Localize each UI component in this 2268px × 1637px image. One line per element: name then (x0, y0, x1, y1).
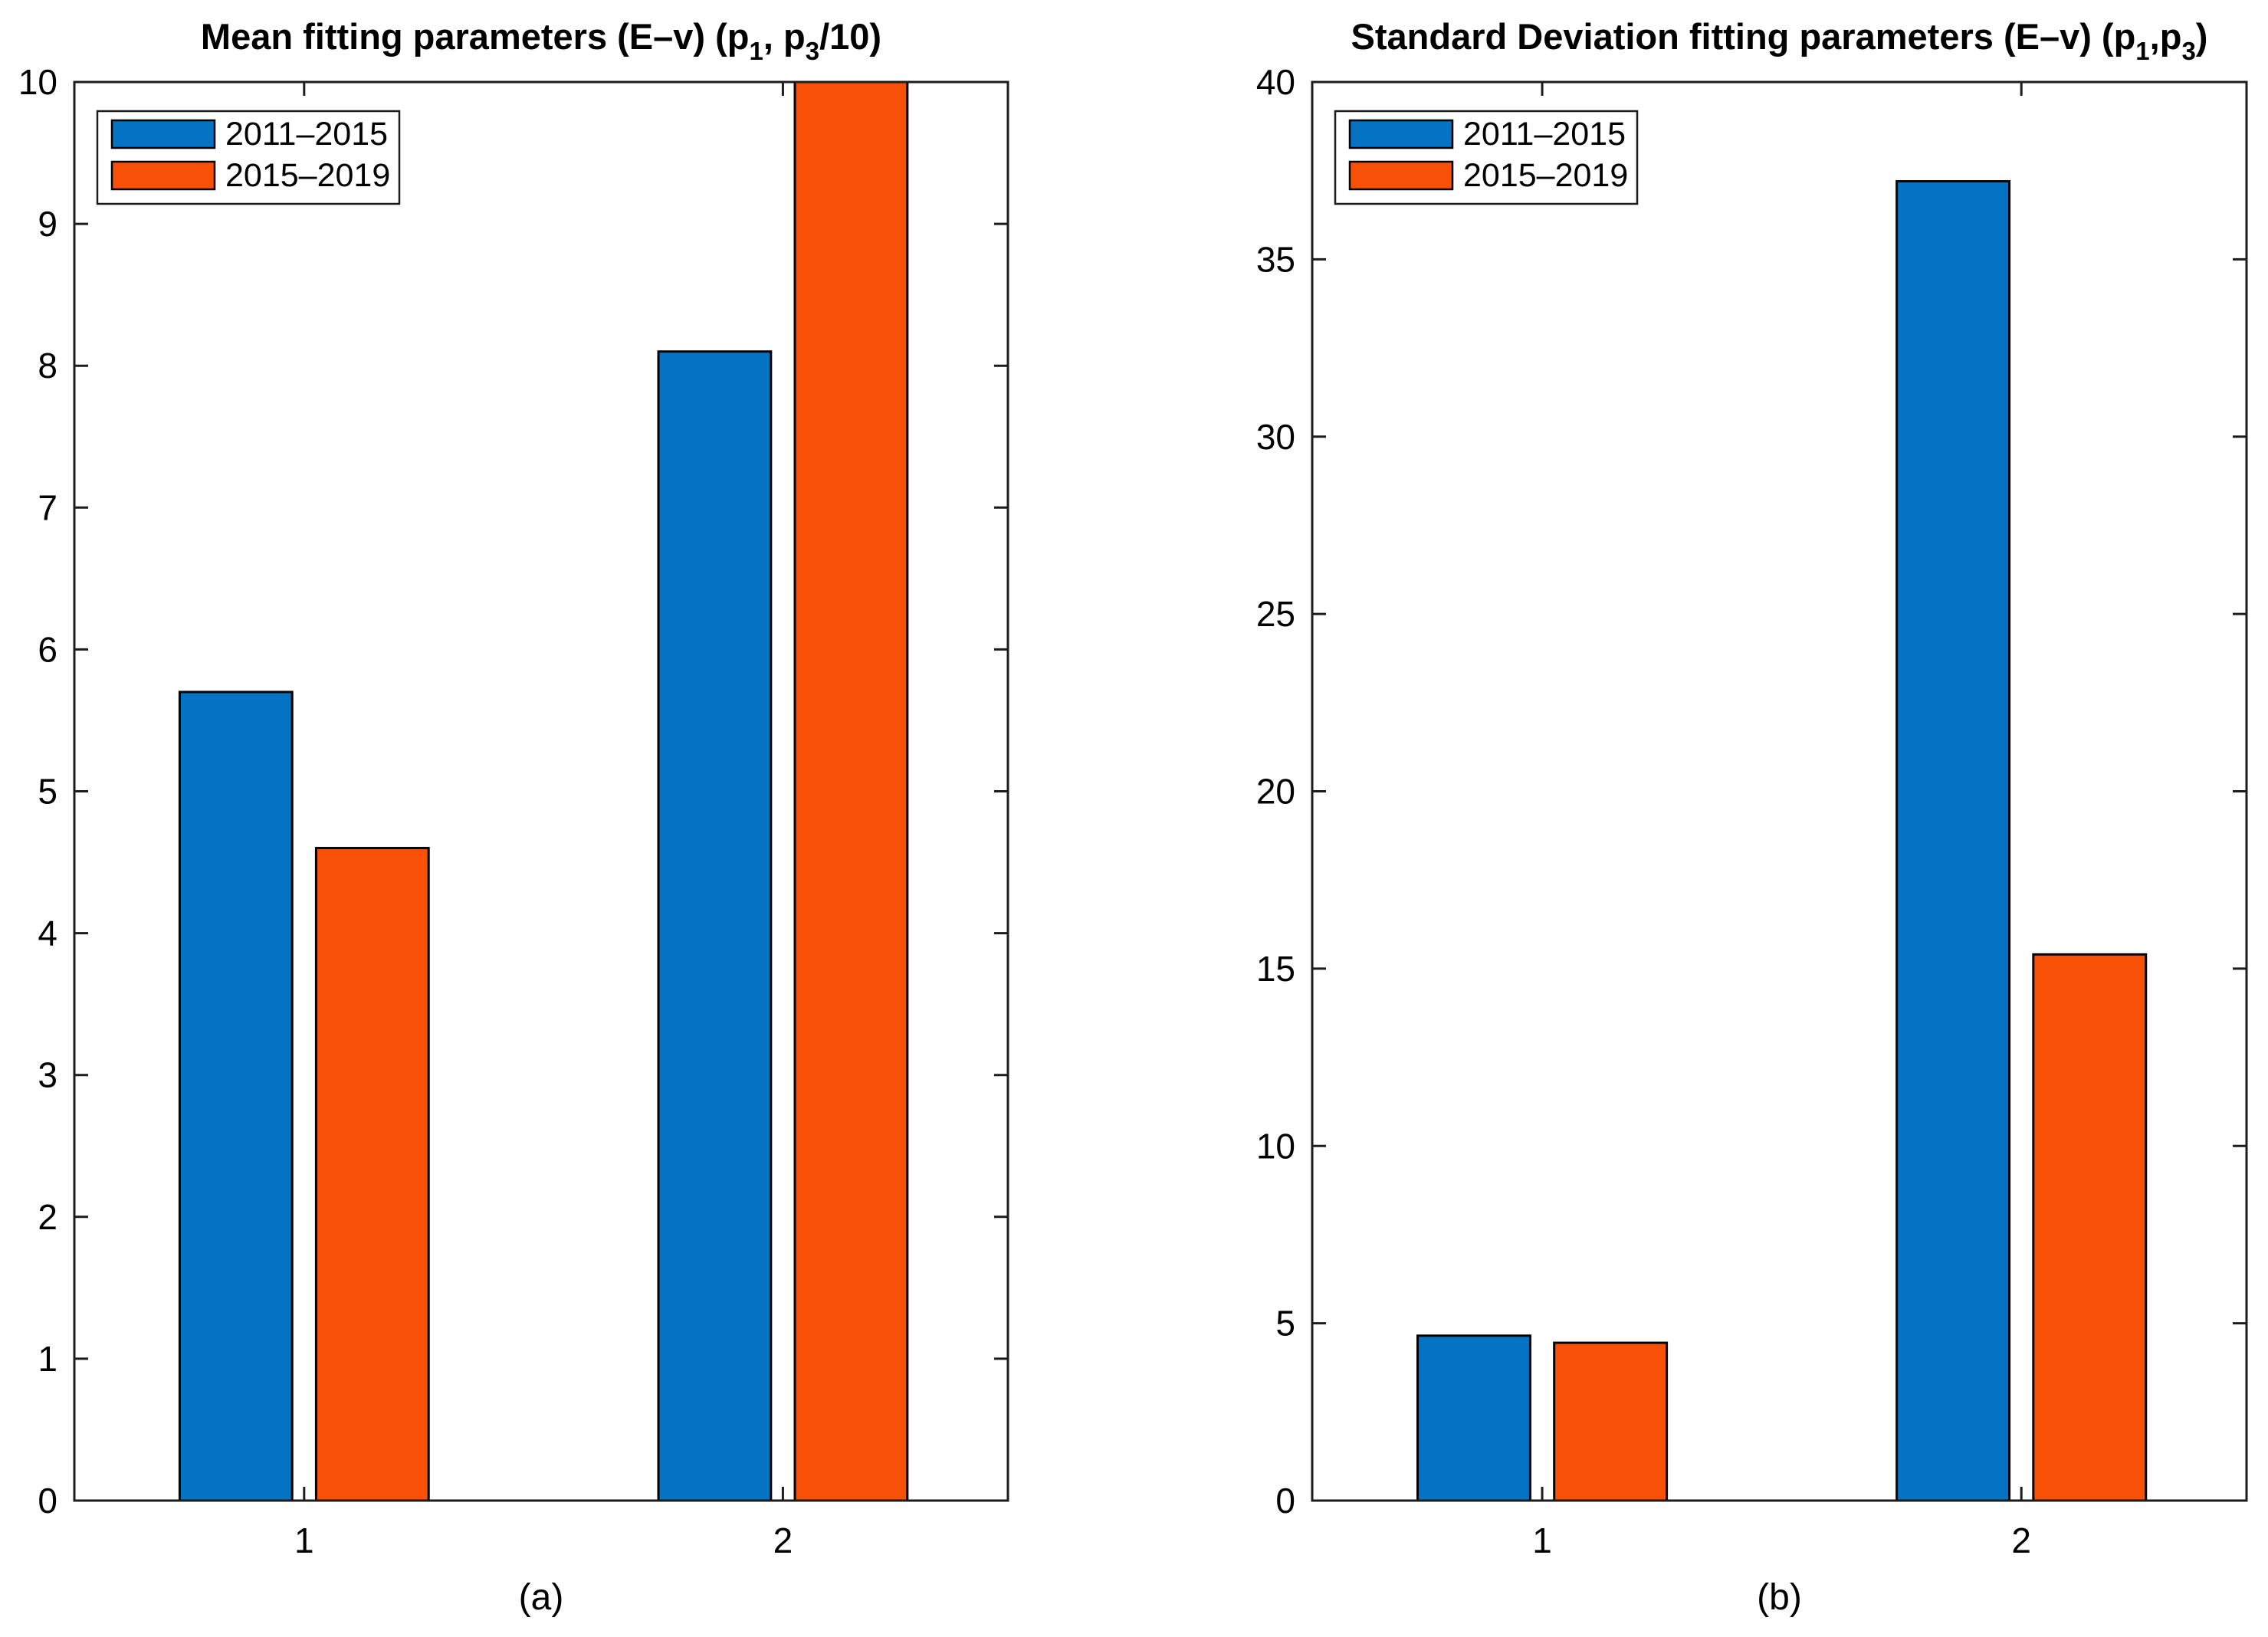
y-tick-label: 4 (38, 914, 57, 953)
legend-label-series1: 2011–2015 (1463, 116, 1626, 153)
x-tick-label: 2 (773, 1521, 793, 1560)
panel-caption: (b) (1757, 1577, 1802, 1618)
legend-swatch-series2 (110, 160, 216, 191)
legend-swatch-series1 (110, 119, 216, 149)
bar-series1-cat1 (1416, 1334, 1531, 1502)
chart-title: Mean fitting parameters (E–v) (p1, p3/10… (201, 16, 881, 65)
y-tick-label: 0 (1275, 1481, 1295, 1521)
bar-series2-cat1 (1553, 1341, 1669, 1502)
y-tick-label: 15 (1256, 949, 1295, 989)
y-tick-label: 35 (1256, 239, 1295, 279)
legend-label-series1: 2011–2015 (225, 116, 388, 153)
y-tick-label: 2 (38, 1197, 57, 1237)
legend-swatch-series1 (1348, 119, 1454, 149)
x-tick-label: 2 (2011, 1521, 2031, 1560)
chart-panel-b: 0 5 10 15 20 25 30 35 40 1 2 Standard Deviation fit… (1256, 16, 2248, 1618)
legend-label-series2: 2015–2019 (1463, 157, 1628, 194)
y-tick-label: 30 (1256, 417, 1295, 457)
x-tick-label: 1 (1532, 1521, 1552, 1560)
bar-series2-cat2 (2032, 953, 2148, 1502)
y-tick-label: 9 (38, 204, 57, 244)
bar-series2-cat2 (793, 80, 909, 1502)
legend-label-series2: 2015–2019 (225, 157, 390, 194)
chart-panel-a: 0 1 2 3 4 5 6 7 8 9 10 1 2 Mean fitting parameters (E… (18, 16, 1009, 1618)
y-tick-label: 0 (38, 1481, 57, 1521)
panel-caption: (a) (519, 1577, 564, 1618)
x-tick-label: 1 (294, 1521, 314, 1560)
y-tick-label: 3 (38, 1055, 57, 1095)
y-tick-label: 1 (38, 1339, 57, 1379)
y-tick-label: 6 (38, 629, 57, 669)
y-tick-label: 5 (38, 772, 57, 812)
y-tick-label: 25 (1256, 594, 1295, 634)
bar-series1-cat2 (657, 350, 773, 1502)
chart-title: Standard Deviation fitting parameters (E… (1351, 16, 2208, 65)
y-tick-label: 20 (1256, 772, 1295, 812)
bar-series2-cat1 (314, 847, 430, 1502)
legend-swatch-series2 (1348, 160, 1454, 191)
y-tick-label: 40 (1256, 62, 1295, 102)
y-tick-label: 10 (1256, 1126, 1295, 1166)
y-tick-label: 7 (38, 487, 57, 527)
bar-series1-cat2 (1895, 180, 2011, 1502)
bar-series1-cat1 (178, 691, 294, 1502)
y-tick-label: 10 (18, 62, 57, 102)
y-tick-label: 8 (38, 346, 57, 385)
y-tick-label: 5 (1275, 1304, 1295, 1343)
